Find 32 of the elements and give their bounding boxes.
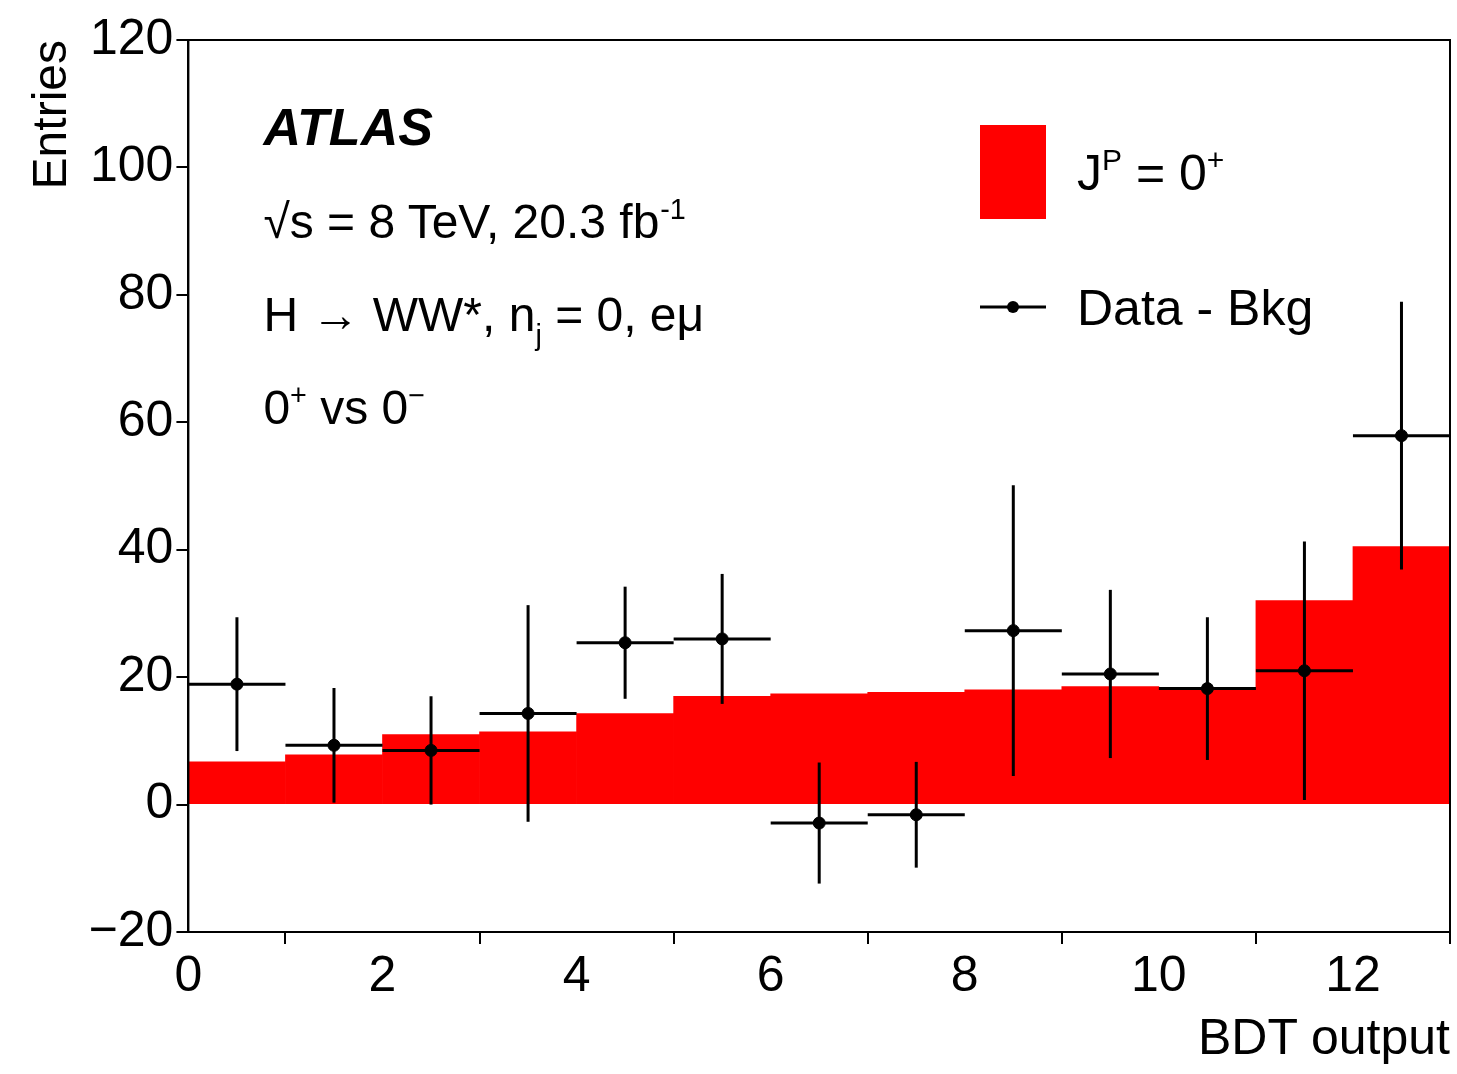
point bbox=[1200, 682, 1214, 696]
y-axis-title: Entries bbox=[23, 40, 77, 190]
x-tick-label: 10 bbox=[1131, 945, 1187, 1002]
x-tick-label: 8 bbox=[950, 945, 979, 1002]
point bbox=[327, 738, 341, 752]
y-tick-label: −20 bbox=[88, 900, 174, 957]
point bbox=[521, 706, 535, 720]
y-tick-label: 100 bbox=[89, 136, 174, 193]
annotation: ATLAS bbox=[261, 98, 434, 156]
point bbox=[230, 677, 244, 691]
y-tick-label: 0 bbox=[145, 773, 174, 830]
point bbox=[1297, 664, 1311, 678]
x-tick-label: 4 bbox=[562, 945, 591, 1002]
point bbox=[1103, 667, 1117, 681]
y-tick-label: 40 bbox=[117, 518, 174, 575]
x-axis-title: BDT output bbox=[1197, 1008, 1451, 1065]
legend-label: Data - Bkg bbox=[1077, 280, 1314, 336]
x-tick-label: 6 bbox=[756, 945, 785, 1002]
x-tick-label: 2 bbox=[368, 945, 397, 1002]
annotation: 0+ vs 0− bbox=[263, 378, 426, 434]
point bbox=[1006, 624, 1020, 638]
point bbox=[909, 808, 923, 822]
point bbox=[1394, 429, 1408, 443]
point bbox=[812, 816, 826, 830]
x-tick-label: 12 bbox=[1325, 945, 1381, 1002]
point bbox=[424, 743, 438, 757]
point bbox=[618, 636, 632, 650]
point bbox=[715, 632, 729, 646]
y-tick-label: 120 bbox=[89, 8, 174, 65]
y-tick-label: 80 bbox=[117, 263, 174, 320]
y-tick-label: 60 bbox=[117, 391, 174, 448]
y-tick-label: 20 bbox=[117, 645, 174, 702]
